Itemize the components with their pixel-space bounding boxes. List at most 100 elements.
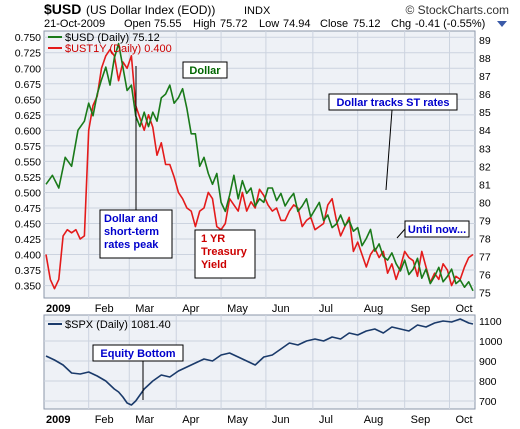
lower-series bbox=[45, 318, 474, 406]
x-tick-label: Jul bbox=[319, 303, 333, 315]
x-tick-label: Feb bbox=[95, 414, 114, 426]
annotation-dollar-text: Dollar bbox=[189, 65, 221, 77]
x-tick-label: May bbox=[227, 414, 248, 426]
x-tick-label: Mar bbox=[135, 414, 154, 426]
x-tick-label: 2009 bbox=[46, 303, 70, 315]
x-tick-label: 2009 bbox=[46, 414, 70, 426]
right-tick-label: 88 bbox=[479, 53, 491, 65]
main-series bbox=[45, 42, 474, 292]
annotation-line: short-term bbox=[104, 226, 159, 238]
annotation-dollar-tracks: Dollar tracks ST rates bbox=[328, 93, 458, 191]
lower-right-axis: 700 800 900 1000 1100 bbox=[479, 316, 503, 408]
right-tick-label: 87 bbox=[479, 71, 491, 83]
right-tick-label: 85 bbox=[479, 107, 491, 119]
x-tick-label: May bbox=[227, 303, 248, 315]
left-tick-label: 0.600 bbox=[15, 125, 41, 137]
right-tick-label: 84 bbox=[479, 125, 491, 137]
right-tick-label: 700 bbox=[479, 396, 497, 408]
annotation-treasury-line1: 1 YR Treasury Yield bbox=[201, 233, 248, 271]
right-tick-label: 78 bbox=[479, 233, 491, 245]
annotation-until-now-text: Until now... bbox=[408, 224, 466, 236]
x-tick-label: Apr bbox=[182, 303, 199, 315]
right-tick-label: 82 bbox=[479, 161, 491, 173]
left-tick-label: 0.675 bbox=[15, 79, 41, 91]
left-tick-label: 0.725 bbox=[15, 48, 41, 60]
annotation-dollar-tracks-text: Dollar tracks ST rates bbox=[336, 97, 449, 109]
right-tick-label: 79 bbox=[479, 215, 491, 227]
main-left-axis: 0.350 0.375 0.400 0.425 0.450 0.475 0.500 0.525… bbox=[15, 32, 41, 292]
right-tick-label: 900 bbox=[479, 356, 497, 368]
x-tick-label: Jul bbox=[319, 414, 333, 426]
right-tick-label: 76 bbox=[479, 270, 491, 282]
legend-spx: $SPX (Daily) 1081.40 bbox=[65, 319, 171, 331]
left-tick-label: 0.375 bbox=[15, 265, 41, 277]
left-tick-label: 0.475 bbox=[15, 203, 41, 215]
right-tick-label: 1100 bbox=[479, 316, 502, 328]
right-tick-label: 1000 bbox=[479, 336, 503, 348]
header-chg-value: -0.41 (-0.55%) bbox=[415, 18, 485, 30]
header-close-value: 75.12 bbox=[353, 18, 381, 30]
annotation-line: rates peak bbox=[104, 239, 159, 251]
main-right-axis: 75 76 77 78 79 80 81 82 83 84 85 86 87 88 89 bbox=[479, 35, 491, 300]
x-axis-lower: 2009 Feb Mar Apr May Jun Jul Aug Sep Oct bbox=[46, 414, 473, 426]
left-tick-label: 0.625 bbox=[15, 110, 41, 122]
legend-ust: $UST1Y (Daily) 0.400 bbox=[65, 43, 172, 55]
annotation-equity-bottom-text: Equity Bottom bbox=[100, 348, 175, 360]
header-symbol: $USD bbox=[44, 1, 81, 17]
right-tick-label: 80 bbox=[479, 197, 491, 209]
x-tick-label: Feb bbox=[95, 303, 114, 315]
header-low-label: Low bbox=[259, 18, 279, 30]
watermark: © StockCharts.com bbox=[405, 3, 509, 17]
chevron-down-icon[interactable] bbox=[497, 21, 507, 27]
series-ust1y-line bbox=[45, 48, 474, 290]
x-tick-label: Aug bbox=[364, 414, 384, 426]
x-tick-label: Apr bbox=[182, 414, 199, 426]
left-tick-label: 0.650 bbox=[15, 94, 41, 106]
right-tick-label: 75 bbox=[479, 288, 491, 300]
x-axis-main: 2009 Feb Mar Apr May Jun Jul Aug Sep Oct bbox=[46, 303, 473, 315]
x-tick-label: Mar bbox=[135, 303, 154, 315]
left-tick-label: 0.400 bbox=[15, 250, 41, 262]
header-close-label: Close bbox=[320, 18, 348, 30]
annotation-until-now: Until now... bbox=[396, 220, 470, 239]
left-tick-label: 0.750 bbox=[15, 32, 41, 44]
left-tick-label: 0.525 bbox=[15, 172, 41, 184]
annotation-peak: Dollar and short-term rates peak bbox=[99, 66, 173, 259]
x-tick-label: Sep bbox=[411, 414, 431, 426]
left-tick-label: 0.450 bbox=[15, 218, 41, 230]
main-legend: $USD (Daily) 75.12 $UST1Y (Daily) 0.400 bbox=[48, 32, 172, 55]
header-high-value: 75.72 bbox=[220, 18, 248, 30]
left-tick-label: 0.700 bbox=[15, 63, 41, 75]
annotation-treasury: 1 YR Treasury Yield bbox=[194, 229, 256, 279]
header-high-label: High bbox=[193, 18, 216, 30]
left-tick-label: 0.350 bbox=[15, 281, 41, 293]
series-usd-line bbox=[45, 42, 474, 292]
x-tick-label: Aug bbox=[364, 303, 384, 315]
x-tick-label: Sep bbox=[411, 303, 431, 315]
annotation-line: 1 YR bbox=[201, 233, 225, 245]
left-tick-label: 0.425 bbox=[15, 234, 41, 246]
annotation-peak-line1: Dollar and short-term rates peak bbox=[104, 213, 159, 251]
left-tick-label: 0.575 bbox=[15, 141, 41, 153]
header-name: (US Dollar Index (EOD)) bbox=[86, 3, 215, 17]
x-tick-label: Oct bbox=[456, 414, 473, 426]
header-chg-label: Chg bbox=[391, 18, 411, 30]
annotation-dollar: Dollar bbox=[182, 61, 228, 79]
annotation-line: Dollar and bbox=[104, 213, 158, 225]
annotation-equity-bottom: Equity Bottom bbox=[92, 344, 184, 400]
left-tick-label: 0.550 bbox=[15, 156, 41, 168]
header-date: 21-Oct-2009 bbox=[44, 18, 105, 30]
header-open-value: 75.55 bbox=[154, 18, 182, 30]
right-tick-label: 86 bbox=[479, 89, 491, 101]
annotation-line: Treasury bbox=[201, 246, 248, 258]
right-tick-label: 800 bbox=[479, 376, 497, 388]
right-tick-label: 77 bbox=[479, 252, 491, 264]
x-tick-label: Oct bbox=[456, 303, 473, 315]
right-tick-label: 81 bbox=[479, 179, 491, 191]
x-tick-label: Jun bbox=[272, 303, 290, 315]
series-spx-line bbox=[45, 318, 474, 406]
right-tick-label: 89 bbox=[479, 35, 491, 47]
header-low-value: 74.94 bbox=[283, 18, 311, 30]
x-tick-label: Jun bbox=[272, 414, 290, 426]
